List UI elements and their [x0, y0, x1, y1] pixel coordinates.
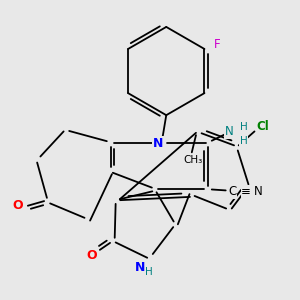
Text: F: F: [214, 38, 221, 51]
Text: C: C: [228, 185, 236, 198]
Text: ≡: ≡: [241, 185, 251, 198]
Text: N: N: [254, 185, 262, 198]
Text: H: H: [240, 122, 248, 132]
Text: H: H: [145, 267, 153, 277]
Text: H: H: [240, 136, 248, 146]
Text: CH₃: CH₃: [184, 155, 203, 165]
Text: N: N: [153, 136, 163, 149]
Text: N: N: [225, 125, 233, 138]
Text: Cl: Cl: [256, 120, 269, 133]
Text: N: N: [135, 260, 145, 274]
Text: O: O: [12, 199, 23, 212]
Text: O: O: [86, 249, 97, 262]
